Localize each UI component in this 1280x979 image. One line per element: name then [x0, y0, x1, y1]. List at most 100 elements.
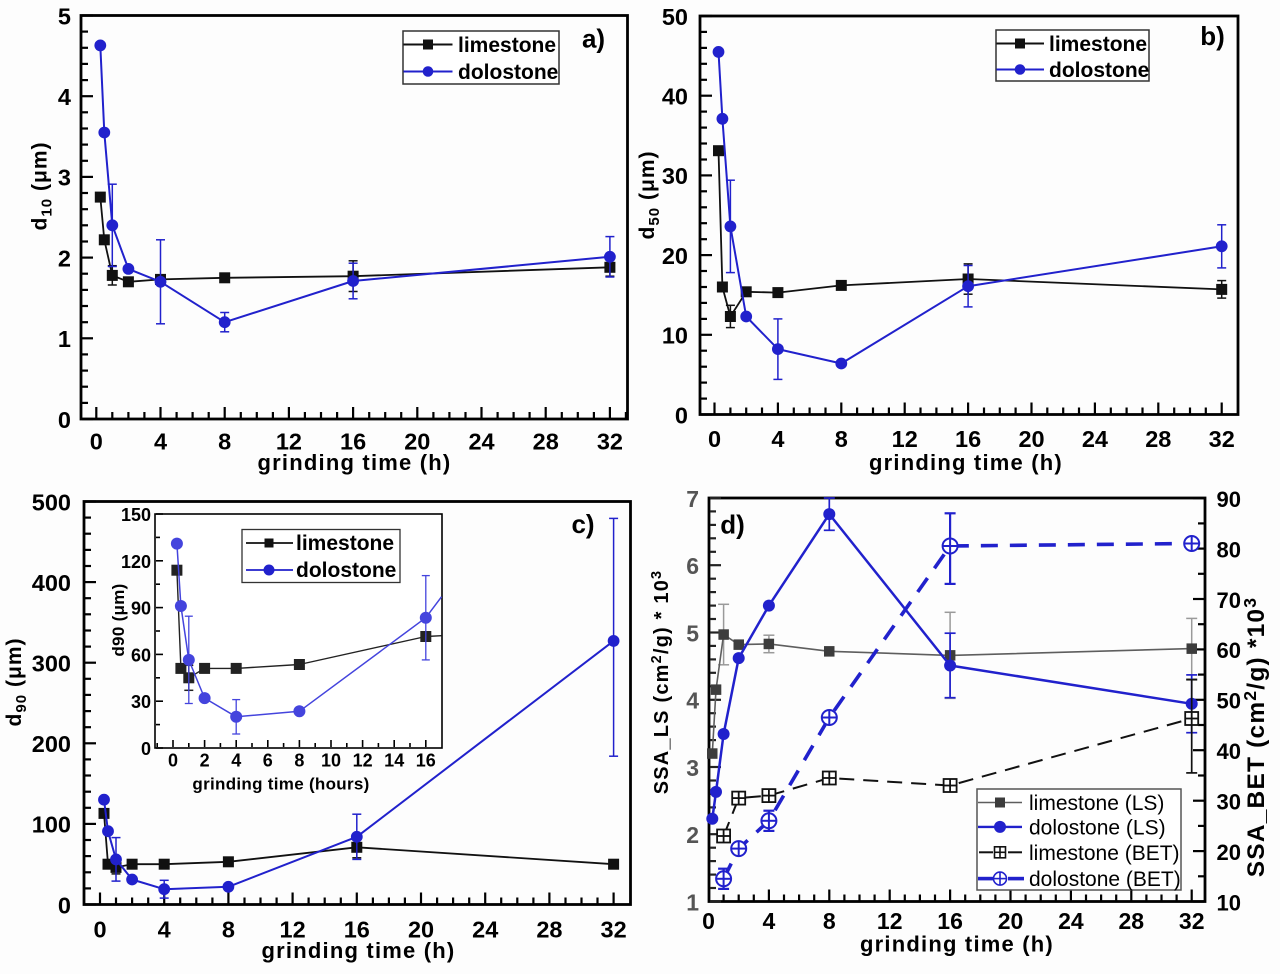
svg-text:2: 2: [58, 245, 71, 271]
svg-text:limestone (LS): limestone (LS): [1029, 792, 1164, 815]
svg-text:24: 24: [1082, 426, 1108, 452]
svg-text:24: 24: [1058, 908, 1084, 934]
svg-text:24: 24: [472, 917, 498, 943]
svg-text:5: 5: [686, 620, 699, 646]
svg-text:10: 10: [1217, 890, 1241, 915]
svg-text:a): a): [582, 24, 605, 54]
svg-text:32: 32: [601, 917, 627, 943]
svg-text:30: 30: [662, 163, 688, 189]
svg-text:0: 0: [168, 751, 178, 771]
svg-text:16: 16: [344, 917, 370, 943]
svg-text:30: 30: [131, 692, 151, 712]
svg-text:dolostone: dolostone: [296, 559, 396, 582]
svg-text:3: 3: [686, 755, 699, 781]
svg-text:d50 (μm): d50 (μm): [636, 151, 663, 240]
svg-text:32: 32: [597, 429, 623, 455]
svg-text:50: 50: [662, 4, 688, 30]
svg-text:4: 4: [771, 426, 784, 452]
svg-text:150: 150: [121, 505, 151, 525]
svg-text:1: 1: [686, 889, 699, 915]
svg-text:grinding time (hours): grinding time (hours): [192, 775, 369, 794]
svg-text:30: 30: [1217, 790, 1241, 815]
svg-text:SSA_LS (cm2/g) * 103: SSA_LS (cm2/g) * 103: [649, 570, 673, 795]
svg-text:100: 100: [32, 812, 71, 838]
svg-text:28: 28: [536, 917, 562, 943]
svg-text:d90 (μm): d90 (μm): [3, 638, 30, 727]
svg-text:28: 28: [533, 429, 559, 455]
svg-text:8: 8: [835, 426, 848, 452]
svg-text:1: 1: [58, 326, 71, 352]
svg-text:4: 4: [763, 908, 776, 934]
svg-text:3: 3: [58, 165, 71, 191]
svg-text:70: 70: [1217, 588, 1241, 613]
svg-text:0: 0: [93, 917, 106, 943]
svg-text:0: 0: [58, 407, 71, 433]
svg-text:grinding time (h): grinding time (h): [262, 938, 456, 963]
svg-text:0: 0: [141, 739, 151, 759]
svg-text:grinding time (h): grinding time (h): [860, 932, 1054, 957]
svg-text:8: 8: [294, 751, 304, 771]
svg-text:limestone: limestone: [458, 34, 556, 57]
svg-text:dolostone: dolostone: [1049, 59, 1149, 82]
svg-text:dolostone (BET): dolostone (BET): [1029, 868, 1181, 891]
svg-text:60: 60: [1217, 638, 1241, 663]
svg-text:8: 8: [218, 429, 231, 455]
svg-text:d10 (μm): d10 (μm): [29, 142, 56, 231]
svg-text:4: 4: [231, 751, 241, 771]
svg-text:90: 90: [131, 599, 151, 619]
svg-text:20: 20: [1018, 426, 1044, 452]
svg-text:90: 90: [1217, 487, 1241, 512]
svg-text:0: 0: [90, 429, 103, 455]
svg-text:20: 20: [404, 429, 430, 455]
svg-text:SSA_BET (cm2/g) *103: SSA_BET (cm2/g) *103: [1240, 597, 1270, 878]
svg-text:10: 10: [662, 323, 688, 349]
svg-text:16: 16: [416, 751, 436, 771]
svg-text:5: 5: [58, 3, 71, 29]
svg-text:grinding time (h): grinding time (h): [869, 450, 1063, 475]
svg-text:grinding time (h): grinding time (h): [258, 450, 452, 475]
svg-text:dolostone: dolostone: [458, 61, 558, 84]
svg-text:20: 20: [1217, 840, 1241, 865]
svg-text:2: 2: [200, 751, 210, 771]
svg-text:b): b): [1200, 21, 1225, 51]
svg-text:40: 40: [1217, 739, 1241, 764]
svg-text:4: 4: [158, 917, 171, 943]
svg-text:12: 12: [892, 426, 918, 452]
svg-text:60: 60: [131, 645, 151, 665]
svg-text:200: 200: [32, 731, 71, 757]
svg-text:14: 14: [384, 751, 404, 771]
svg-text:d): d): [720, 510, 745, 540]
svg-text:32: 32: [1179, 908, 1205, 934]
svg-text:6: 6: [686, 553, 699, 579]
svg-text:c): c): [571, 509, 594, 539]
svg-text:dolostone (LS): dolostone (LS): [1029, 816, 1166, 839]
svg-text:8: 8: [222, 917, 235, 943]
svg-text:32: 32: [1209, 426, 1235, 452]
svg-text:300: 300: [32, 651, 71, 677]
svg-text:20: 20: [998, 908, 1024, 934]
svg-text:12: 12: [877, 908, 903, 934]
svg-text:28: 28: [1119, 908, 1145, 934]
svg-text:limestone (BET): limestone (BET): [1029, 842, 1180, 865]
svg-text:8: 8: [823, 908, 836, 934]
svg-text:4: 4: [686, 688, 699, 714]
svg-text:10: 10: [321, 751, 341, 771]
svg-text:0: 0: [58, 892, 71, 918]
svg-text:16: 16: [340, 429, 366, 455]
svg-text:80: 80: [1217, 537, 1241, 562]
svg-text:40: 40: [662, 84, 688, 110]
svg-text:7: 7: [686, 486, 699, 512]
svg-text:50: 50: [1217, 689, 1241, 714]
svg-text:20: 20: [662, 243, 688, 269]
svg-text:12: 12: [276, 429, 302, 455]
svg-text:limestone: limestone: [296, 532, 394, 555]
svg-text:16: 16: [937, 908, 963, 934]
svg-text:500: 500: [32, 489, 71, 515]
svg-text:0: 0: [708, 426, 721, 452]
svg-text:0: 0: [675, 402, 688, 428]
svg-text:12: 12: [353, 751, 373, 771]
svg-text:4: 4: [154, 429, 167, 455]
svg-text:24: 24: [468, 429, 494, 455]
svg-text:28: 28: [1145, 426, 1171, 452]
svg-text:0: 0: [702, 908, 715, 934]
